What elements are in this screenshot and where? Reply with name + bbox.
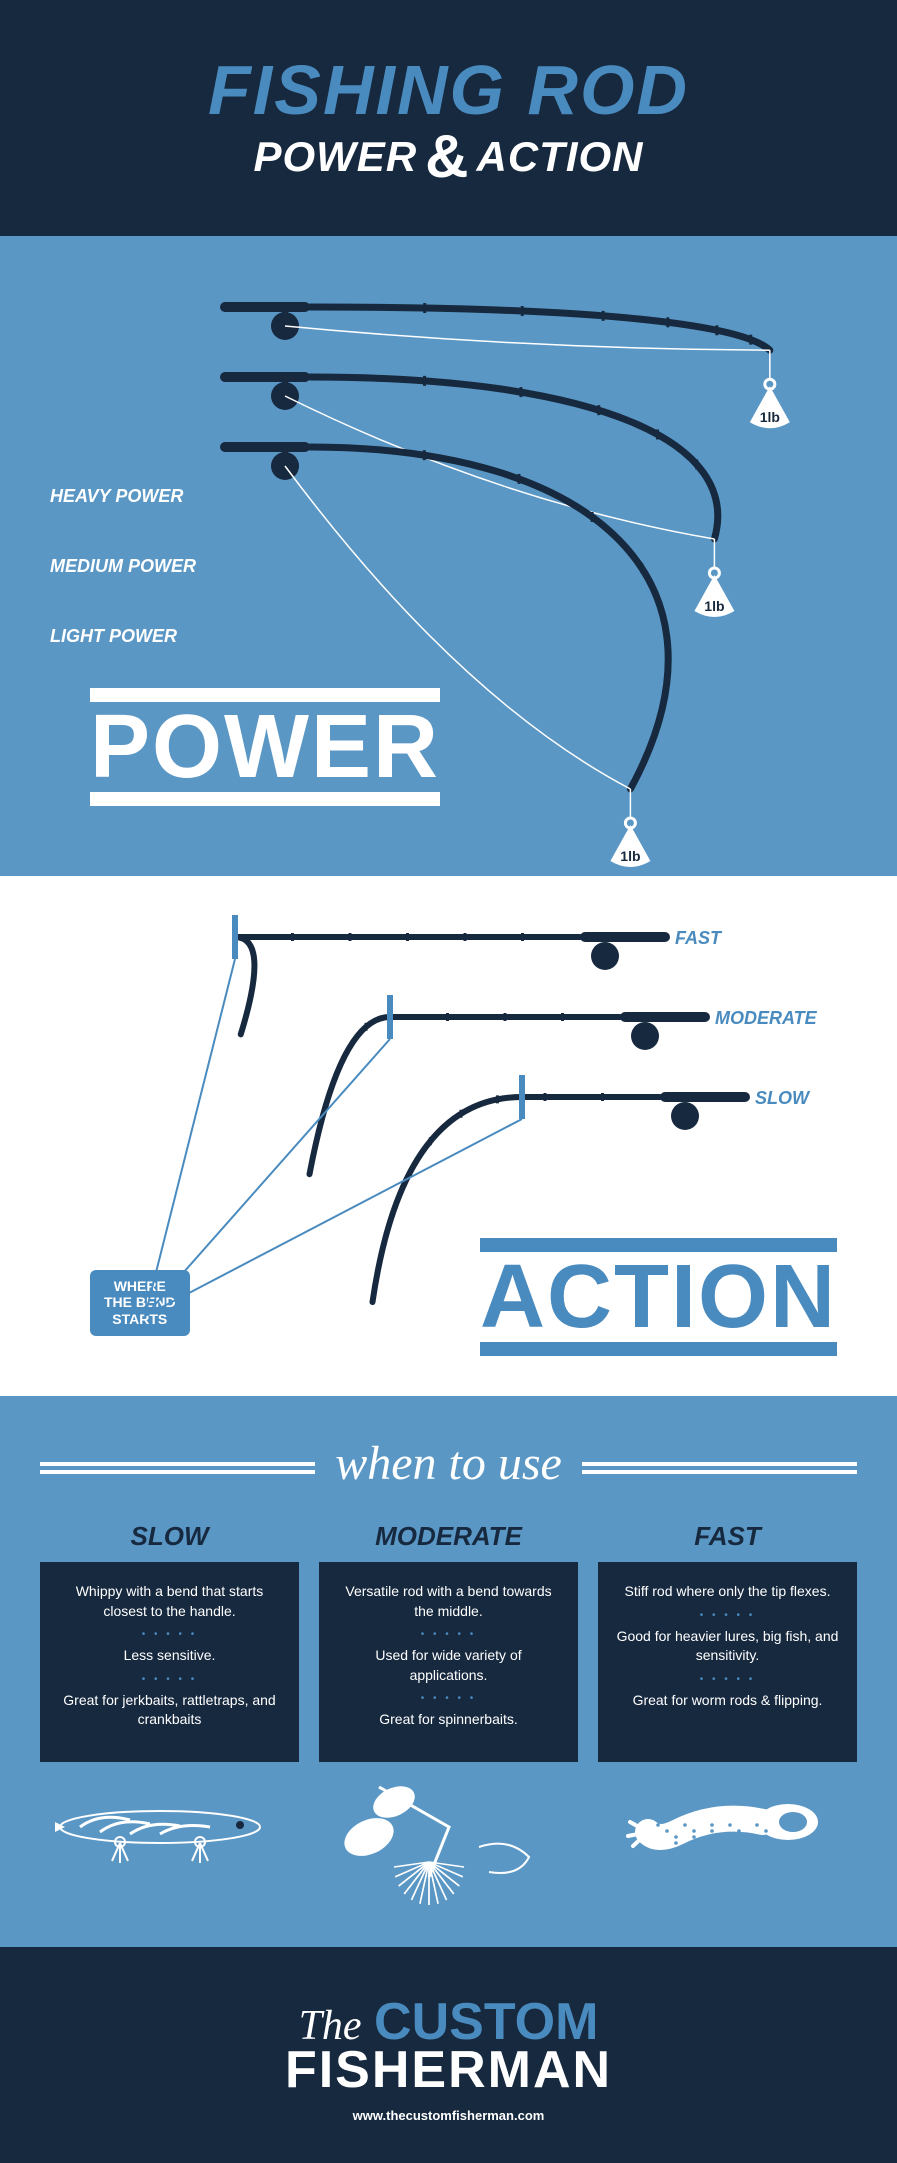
when-item-text: Used for wide variety of applications.	[337, 1646, 560, 1685]
svg-text:1lb: 1lb	[620, 848, 640, 864]
worm-lure-icon	[598, 1777, 857, 1897]
infographic-root: FISHING ROD POWER & ACTION HEAVY POWER1l…	[0, 0, 897, 2163]
when-columns: SLOW Whippy with a bend that starts close…	[40, 1521, 857, 1897]
when-box: Versatile rod with a bend towards the mi…	[319, 1562, 578, 1762]
when-item-text: Great for spinnerbaits.	[337, 1710, 560, 1730]
dots-divider-icon: • • • • •	[616, 1610, 839, 1621]
when-box: Stiff rod where only the tip flexes. • • …	[598, 1562, 857, 1762]
when-item-text: Great for worm rods & flipping.	[616, 1691, 839, 1711]
when-box: Whippy with a bend that starts closest t…	[40, 1562, 299, 1762]
header-action: ACTION	[477, 133, 644, 181]
when-item-text: Versatile rod with a bend towards the mi…	[337, 1582, 560, 1621]
action-big-label: ACTION	[480, 1238, 837, 1356]
spinnerbait-lure-icon	[319, 1777, 578, 1897]
ampersand-icon: &	[425, 122, 468, 191]
header-power: POWER	[253, 133, 417, 181]
action-rod-label: MODERATE	[715, 1008, 817, 1029]
when-header: when to use	[40, 1436, 857, 1491]
jerkbait-lure-icon	[40, 1777, 299, 1897]
when-column: SLOW Whippy with a bend that starts close…	[40, 1521, 299, 1897]
action-section: FAST MODERATE SLOW WHERETHE BENDSTARTS ACT…	[0, 876, 897, 1396]
header: FISHING ROD POWER & ACTION	[0, 0, 897, 236]
action-rod-label: FAST	[675, 928, 721, 949]
dots-divider-icon: • • • • •	[58, 1629, 281, 1640]
when-title: when to use	[335, 1436, 562, 1491]
dots-divider-icon: • • • • •	[337, 1629, 560, 1640]
when-to-use-section: when to use SLOW Whippy with a bend that …	[0, 1396, 897, 1947]
footer-url: www.thecustomfisherman.com	[20, 2108, 877, 2123]
dots-divider-icon: • • • • •	[616, 1674, 839, 1685]
when-column: FAST Stiff rod where only the tip flexes.…	[598, 1521, 857, 1897]
footer-fisherman: FISHERMAN	[20, 2040, 877, 2100]
power-rod-label: LIGHT POWER	[50, 626, 220, 647]
when-item-text: Stiff rod where only the tip flexes.	[616, 1582, 839, 1602]
footer: The CUSTOM FISHERMAN www.thecustomfisher…	[0, 1947, 897, 2163]
dots-divider-icon: • • • • •	[337, 1693, 560, 1704]
when-col-title: FAST	[598, 1521, 857, 1552]
when-item-text: Less sensitive.	[58, 1646, 281, 1666]
when-column: MODERATE Versatile rod with a bend toward…	[319, 1521, 578, 1897]
divider-line-icon	[582, 1462, 857, 1466]
when-col-title: MODERATE	[319, 1521, 578, 1552]
power-big-label: POWER	[90, 688, 440, 806]
when-item-text: Great for jerkbaits, rattletraps, and cr…	[58, 1691, 281, 1730]
power-section: HEAVY POWER1lbMEDIUM POWER1lbLIGHT POWER…	[0, 236, 897, 876]
header-subtitle: POWER & ACTION	[20, 122, 877, 191]
when-item-text: Whippy with a bend that starts closest t…	[58, 1582, 281, 1621]
header-title: FISHING ROD	[20, 50, 877, 130]
divider-line-icon	[40, 1462, 315, 1466]
when-item-text: Good for heavier lures, big fish, and se…	[616, 1627, 839, 1666]
action-rod-label: SLOW	[755, 1088, 809, 1109]
when-col-title: SLOW	[40, 1521, 299, 1552]
bend-start-badge: WHERETHE BENDSTARTS	[90, 1270, 190, 1336]
dots-divider-icon: • • • • •	[58, 1674, 281, 1685]
